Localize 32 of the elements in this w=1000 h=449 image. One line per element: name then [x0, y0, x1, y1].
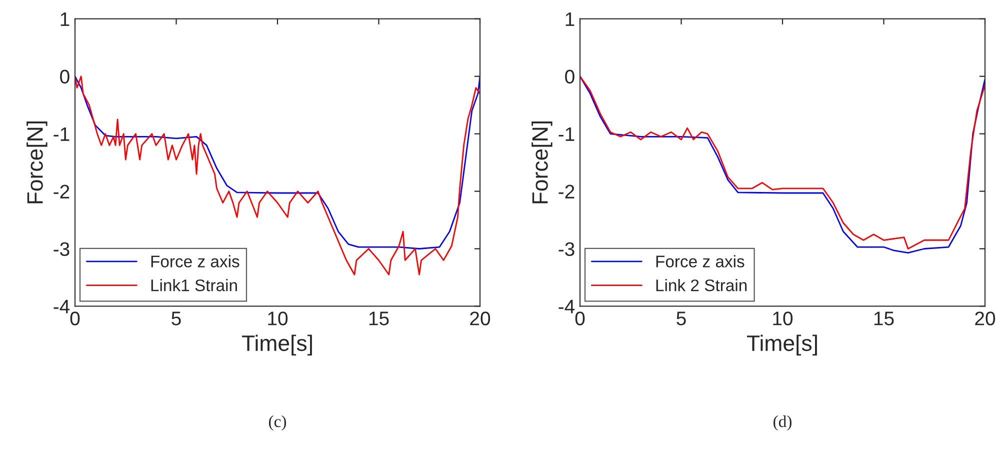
legend-label: Force z axis	[151, 255, 240, 268]
y-tick-label: -3	[558, 242, 574, 256]
y-tick-label: -4	[558, 300, 575, 314]
text: (c)	[268, 415, 286, 431]
y-tick-label: 0	[60, 70, 70, 84]
x-tick-label: 10	[773, 312, 793, 326]
x-tick-label: 5	[676, 312, 686, 326]
x-tick-label: 5	[172, 312, 181, 326]
legend-label: Force z axis	[656, 255, 744, 268]
y-tick-label: -2	[54, 184, 70, 198]
y-axis-title: Force[N]	[26, 122, 48, 204]
y-tick-label: -3	[54, 242, 70, 256]
y-tick-label: 1	[60, 12, 70, 26]
x-tick-label: 0	[575, 312, 585, 326]
legend-label: Link1 Strain	[151, 279, 237, 292]
y-tick-label: -1	[54, 127, 70, 141]
x-tick-label: 15	[874, 312, 894, 326]
y-tick-label: 0	[565, 70, 574, 84]
y-tick-label: 1	[566, 12, 574, 26]
y-tick-label: -2	[558, 184, 574, 198]
x-tick-label: 20	[470, 312, 490, 326]
y-axis-title: Force[N]	[532, 122, 552, 204]
legend-label: Link 2 Strain	[656, 279, 747, 292]
x-tick-label: 20	[975, 312, 996, 326]
x-tick-label: 10	[268, 312, 288, 326]
x-tick-label: 0	[70, 312, 80, 326]
y-tick-label: -4	[54, 300, 70, 314]
x-axis-title: Time[s]	[242, 334, 312, 356]
x-axis-title: Time[s]	[747, 334, 817, 356]
x-tick-label: 15	[369, 312, 389, 326]
text: (d)	[774, 415, 792, 431]
y-tick-label: -1	[558, 127, 574, 141]
